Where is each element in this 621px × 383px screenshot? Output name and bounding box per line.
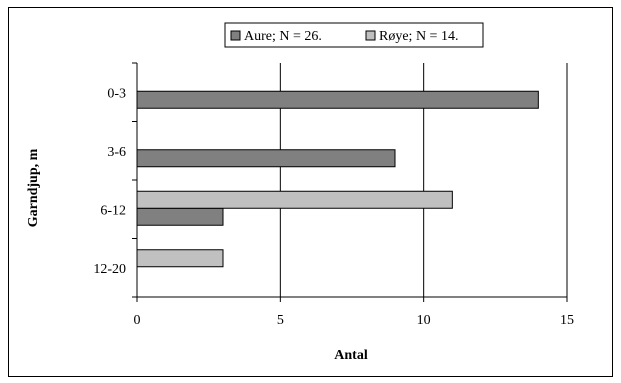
y-axis-title: Garndjup, m [26,148,41,227]
x-tick-label-0: 0 [134,313,141,328]
x-tick-label-10: 10 [417,313,431,328]
x-tick-labels: 0 5 10 15 [134,313,575,328]
bar-roye-6-12 [136,190,453,209]
y-tick-label-3-6: 3-6 [107,145,126,160]
legend-box [224,22,484,48]
y-tick-label-6-12: 6-12 [100,203,126,218]
bar-roye-12-20 [136,249,224,268]
legend-label-roye: Røye; N = 14. [379,29,458,44]
bar-aure-0-3 [136,90,539,109]
bar-aure-6-12 [136,207,224,226]
bars [136,90,539,268]
legend-swatch-aure [230,30,241,41]
x-axis-title: Antal [334,348,368,363]
x-tick-label-5: 5 [277,313,284,328]
legend: Aure; N = 26. Røye; N = 14. [224,22,484,48]
y-tick-label-0-3: 0-3 [107,86,126,101]
y-tick-label-12-20: 12-20 [93,262,126,277]
y-tick-labels: 0-3 3-6 6-12 12-20 [93,86,126,277]
bar-aure-3-6 [136,149,396,168]
x-tick-label-15: 15 [560,313,574,328]
legend-label-aure: Aure; N = 26. [244,29,322,44]
legend-swatch-roye [365,30,376,41]
